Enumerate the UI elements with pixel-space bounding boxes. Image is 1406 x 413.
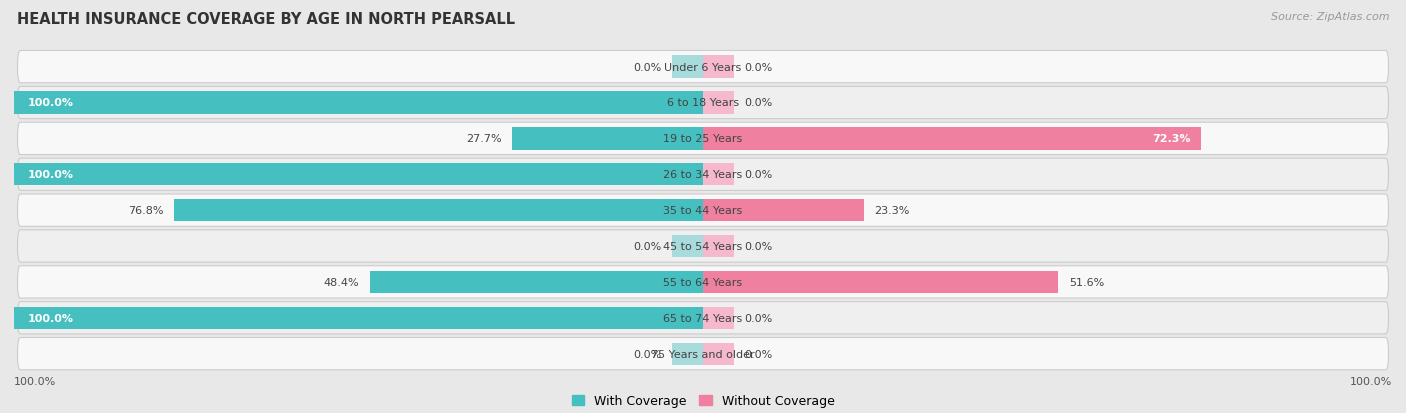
Bar — [14, 307, 703, 329]
Text: 65 to 74 Years: 65 to 74 Years — [664, 313, 742, 323]
Text: 0.0%: 0.0% — [744, 62, 772, 72]
FancyBboxPatch shape — [17, 230, 1389, 263]
Bar — [672, 56, 703, 78]
Bar — [174, 199, 703, 222]
Text: 0.0%: 0.0% — [634, 62, 662, 72]
Bar — [703, 271, 1059, 293]
Bar — [703, 307, 734, 329]
Bar — [370, 271, 703, 293]
Text: 35 to 44 Years: 35 to 44 Years — [664, 206, 742, 216]
Text: 0.0%: 0.0% — [744, 242, 772, 252]
Text: 100.0%: 100.0% — [28, 170, 75, 180]
Text: 0.0%: 0.0% — [634, 349, 662, 359]
Bar — [672, 235, 703, 258]
FancyBboxPatch shape — [17, 195, 1389, 227]
Bar — [703, 92, 734, 114]
Text: 0.0%: 0.0% — [744, 349, 772, 359]
Text: 76.8%: 76.8% — [128, 206, 163, 216]
Text: 19 to 25 Years: 19 to 25 Years — [664, 134, 742, 144]
Text: 27.7%: 27.7% — [467, 134, 502, 144]
FancyBboxPatch shape — [17, 266, 1389, 298]
Text: 0.0%: 0.0% — [634, 242, 662, 252]
Text: 100.0%: 100.0% — [28, 313, 75, 323]
Legend: With Coverage, Without Coverage: With Coverage, Without Coverage — [572, 394, 834, 407]
Bar — [703, 56, 734, 78]
Text: 45 to 54 Years: 45 to 54 Years — [664, 242, 742, 252]
FancyBboxPatch shape — [17, 87, 1389, 119]
Text: 0.0%: 0.0% — [744, 170, 772, 180]
Text: 100.0%: 100.0% — [14, 376, 56, 386]
Text: 6 to 18 Years: 6 to 18 Years — [666, 98, 740, 108]
Text: 100.0%: 100.0% — [1350, 376, 1392, 386]
Text: 51.6%: 51.6% — [1069, 277, 1104, 287]
Bar — [14, 164, 703, 186]
Text: 75 Years and older: 75 Years and older — [651, 349, 755, 359]
Text: 48.4%: 48.4% — [323, 277, 359, 287]
Bar — [703, 128, 1201, 150]
Text: 26 to 34 Years: 26 to 34 Years — [664, 170, 742, 180]
Bar — [703, 199, 863, 222]
Text: 55 to 64 Years: 55 to 64 Years — [664, 277, 742, 287]
Text: 0.0%: 0.0% — [744, 98, 772, 108]
Text: HEALTH INSURANCE COVERAGE BY AGE IN NORTH PEARSALL: HEALTH INSURANCE COVERAGE BY AGE IN NORT… — [17, 12, 515, 27]
Bar — [14, 92, 703, 114]
Text: 0.0%: 0.0% — [744, 313, 772, 323]
Bar — [672, 343, 703, 365]
FancyBboxPatch shape — [17, 302, 1389, 334]
FancyBboxPatch shape — [17, 159, 1389, 191]
FancyBboxPatch shape — [17, 338, 1389, 370]
Text: Source: ZipAtlas.com: Source: ZipAtlas.com — [1271, 12, 1389, 22]
Bar — [703, 235, 734, 258]
Text: 72.3%: 72.3% — [1153, 134, 1191, 144]
Bar — [703, 164, 734, 186]
Text: Under 6 Years: Under 6 Years — [665, 62, 741, 72]
Bar — [512, 128, 703, 150]
FancyBboxPatch shape — [17, 123, 1389, 155]
Text: 100.0%: 100.0% — [28, 98, 75, 108]
Bar — [703, 343, 734, 365]
Text: 23.3%: 23.3% — [875, 206, 910, 216]
FancyBboxPatch shape — [17, 51, 1389, 83]
